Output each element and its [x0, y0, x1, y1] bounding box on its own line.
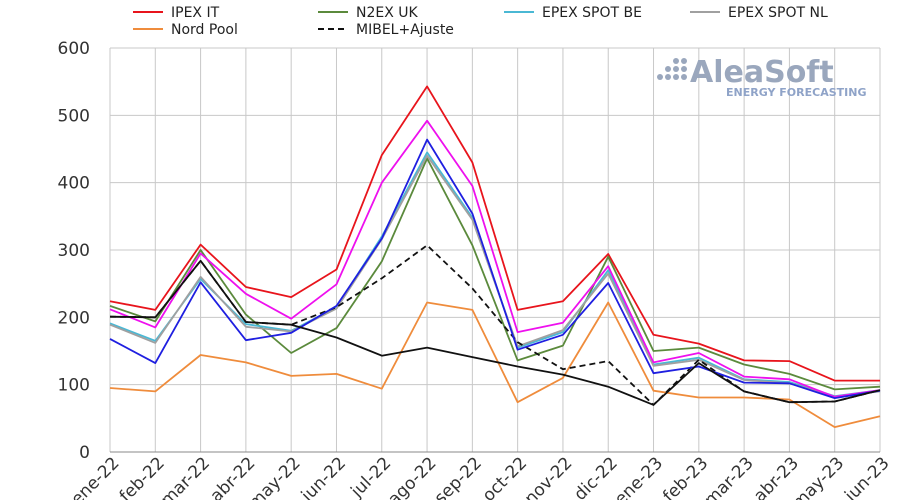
legend-entry-label: MIBEL+Ajuste — [356, 22, 454, 38]
x-tick-label: mar-22 — [157, 453, 214, 500]
aleasoft-logo: AleaSoft ENERGY FORECASTING — [657, 55, 866, 99]
series-line-unlabeled-7 — [109, 138, 881, 400]
x-tick-label: jun-23 — [840, 453, 893, 500]
y-tick-label: 600 — [58, 39, 90, 59]
x-tick-label: nov-22 — [521, 453, 577, 500]
y-tick-label: 300 — [58, 241, 90, 261]
x-tick-label: may-22 — [245, 453, 305, 500]
y-tick-label: 500 — [58, 106, 90, 126]
series-line-unlabeled-8 — [109, 259, 881, 406]
legend-entry-label: EPEX SPOT NL — [728, 5, 828, 21]
series-line-unlabeled-6 — [109, 119, 881, 398]
legend-entry-label: N2EX UK — [356, 5, 419, 21]
y-tick-label: 0 — [79, 443, 90, 463]
series-line-ipex-it — [109, 85, 880, 382]
x-tick-label: sep-22 — [431, 453, 486, 500]
logo-sub-text: ENERGY FORECASTING — [726, 86, 866, 99]
y-tick-label: 400 — [58, 174, 90, 194]
x-tick-label: jun-22 — [297, 453, 350, 500]
legend: IPEX IT N2EX UK EPEX SPOT BE EPEX SPOT NL No… — [133, 5, 828, 38]
x-tick-label: may-23 — [788, 453, 848, 500]
legend-entry-label: IPEX IT — [171, 5, 220, 21]
x-tick-label: mar-23 — [701, 453, 758, 500]
logo-main-text: AleaSoft — [690, 55, 834, 90]
legend-entry-label: EPEX SPOT BE — [542, 5, 642, 21]
y-tick-label: 100 — [58, 376, 90, 396]
y-axis-ticks: 0 100 200 300 400 500 600 — [58, 39, 90, 463]
x-axis-ticks: ene-22feb-22mar-22abr-22may-22jun-22jul-… — [67, 453, 893, 500]
y-tick-label: 200 — [58, 308, 90, 328]
logo-dots-icon — [657, 58, 687, 80]
series-line-n2ex-uk — [109, 157, 881, 391]
grid — [109, 47, 881, 453]
legend-entry-label: Nord Pool — [171, 22, 238, 38]
series-lines — [109, 85, 881, 429]
series-line-nord-pool — [109, 301, 881, 429]
